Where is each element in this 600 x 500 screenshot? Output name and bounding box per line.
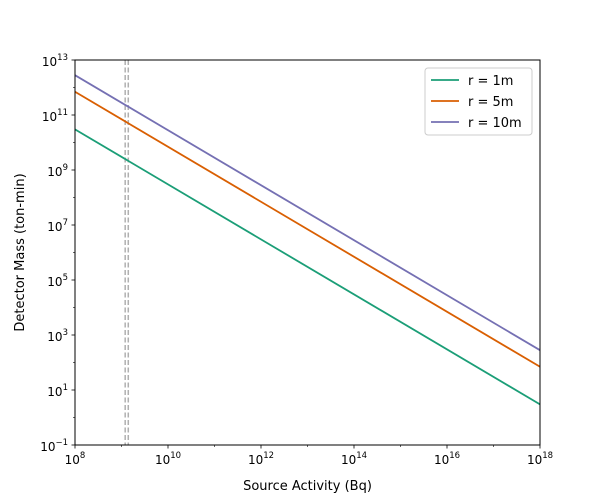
legend-label: r = 10m	[468, 116, 522, 131]
series-lines	[74, 74, 541, 406]
legend-label: r = 1m	[468, 74, 513, 89]
x-tick-label: 1016	[434, 451, 460, 467]
series-line-2	[74, 90, 541, 368]
x-axis-label: Source Activity (Bq)	[243, 479, 372, 494]
series-line-1	[74, 128, 541, 406]
y-tick-label: 10−1	[40, 438, 68, 454]
y-tick-label: 1011	[42, 108, 68, 124]
x-tick-label: 108	[65, 451, 86, 467]
x-axis-ticks: 108 1010 1012 1014 1016 1018	[65, 445, 553, 467]
x-tick-label: 1018	[527, 451, 553, 467]
y-tick-label: 101	[47, 383, 68, 399]
y-axis-ticks: 10−1 101 103 105 107 109 1011 1013	[40, 53, 75, 454]
y-tick-label: 1013	[42, 53, 68, 69]
x-tick-label: 1010	[155, 451, 181, 467]
legend: r = 1m r = 5m r = 10m	[424, 67, 533, 136]
x-tick-label: 1012	[248, 451, 274, 467]
y-tick-label: 109	[47, 163, 68, 179]
y-axis-label: Detector Mass (ton-min)	[13, 173, 28, 331]
y-tick-label: 107	[47, 218, 68, 234]
series-line-3	[74, 74, 541, 351]
x-tick-label: 1014	[341, 451, 367, 467]
legend-box	[424, 67, 533, 136]
legend-label: r = 5m	[468, 95, 513, 110]
y-tick-label: 105	[47, 273, 68, 289]
y-tick-label: 103	[47, 328, 68, 344]
